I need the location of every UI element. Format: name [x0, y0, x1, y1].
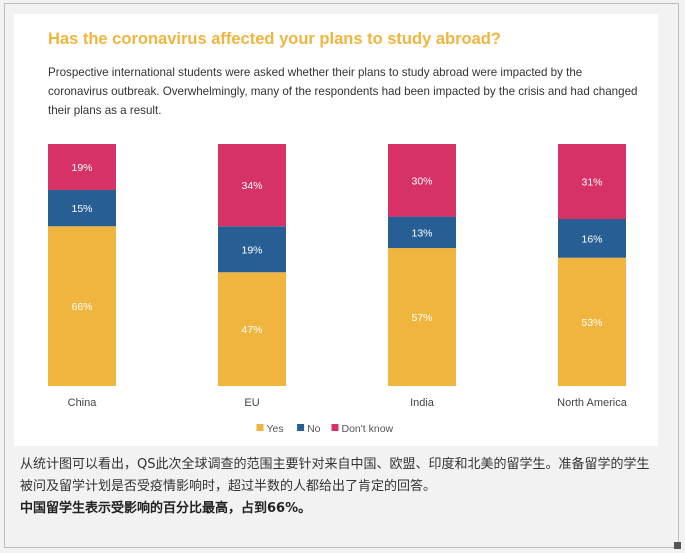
bar-segment-india-yes: [388, 248, 456, 386]
data-label-eu-no: 19%: [241, 244, 262, 256]
bar-segment-north-america-no: [558, 219, 626, 258]
category-label-eu: EU: [244, 397, 259, 409]
caption-text: 从统计图可以看出，QS此次全球调查的范围主要针对来自中国、欧盟、印度和北美的留学…: [20, 457, 650, 494]
data-label-north-america-don-t-know: 31%: [581, 177, 602, 189]
legend-swatch-don-t-know: [331, 424, 339, 431]
chart-title: Has the coronavirus affected your plans …: [48, 30, 501, 48]
bar-segment-china-yes: [48, 226, 116, 386]
category-label-india: India: [410, 397, 435, 409]
caption-highlight: 中国留学生表示受影响的百分比最高，占到66%。: [20, 501, 312, 516]
data-label-india-don-t-know: 30%: [411, 175, 432, 187]
category-label-china: China: [68, 397, 98, 409]
legend-label-no: No: [307, 423, 321, 435]
bar-segment-india-no: [388, 216, 456, 249]
data-label-india-yes: 57%: [411, 312, 432, 324]
data-label-india-no: 13%: [411, 227, 432, 239]
legend-swatch-no: [297, 424, 305, 431]
chart-card: Has the coronavirus affected your plans …: [14, 14, 658, 446]
category-label-north-america: North America: [557, 397, 628, 409]
bar-segment-india-don-t-know: [388, 144, 456, 217]
bar-segment-eu-yes: [218, 272, 286, 386]
bar-segment-china-don-t-know: [48, 144, 116, 190]
bar-segment-north-america-yes: [558, 257, 626, 386]
data-label-eu-yes: 47%: [241, 324, 262, 336]
legend-label-yes: Yes: [267, 423, 284, 435]
legend-swatch-yes: [256, 424, 264, 431]
data-label-china-yes: 66%: [71, 301, 92, 313]
data-label-china-no: 15%: [71, 203, 92, 215]
bar-segment-north-america-don-t-know: [558, 144, 626, 220]
data-label-eu-don-t-know: 34%: [241, 180, 262, 192]
caption: 从统计图可以看出，QS此次全球调查的范围主要针对来自中国、欧盟、印度和北美的留学…: [20, 454, 660, 520]
bar-segment-china-no: [48, 189, 116, 227]
bar-segment-eu-no: [218, 226, 286, 273]
bar-segment-eu-don-t-know: [218, 144, 286, 227]
data-label-north-america-no: 16%: [581, 233, 602, 245]
corner-marker: [674, 542, 681, 549]
chart-subtitle: Prospective international students were …: [48, 66, 638, 117]
data-label-china-don-t-know: 19%: [71, 162, 92, 174]
data-label-north-america-yes: 53%: [581, 317, 602, 329]
legend-label-don-t-know: Don't know: [342, 423, 394, 435]
stacked-bar-chart: 66% 15% 19% China 47% 19% 34% EU 57% 13% 30% India 5…: [48, 144, 628, 435]
